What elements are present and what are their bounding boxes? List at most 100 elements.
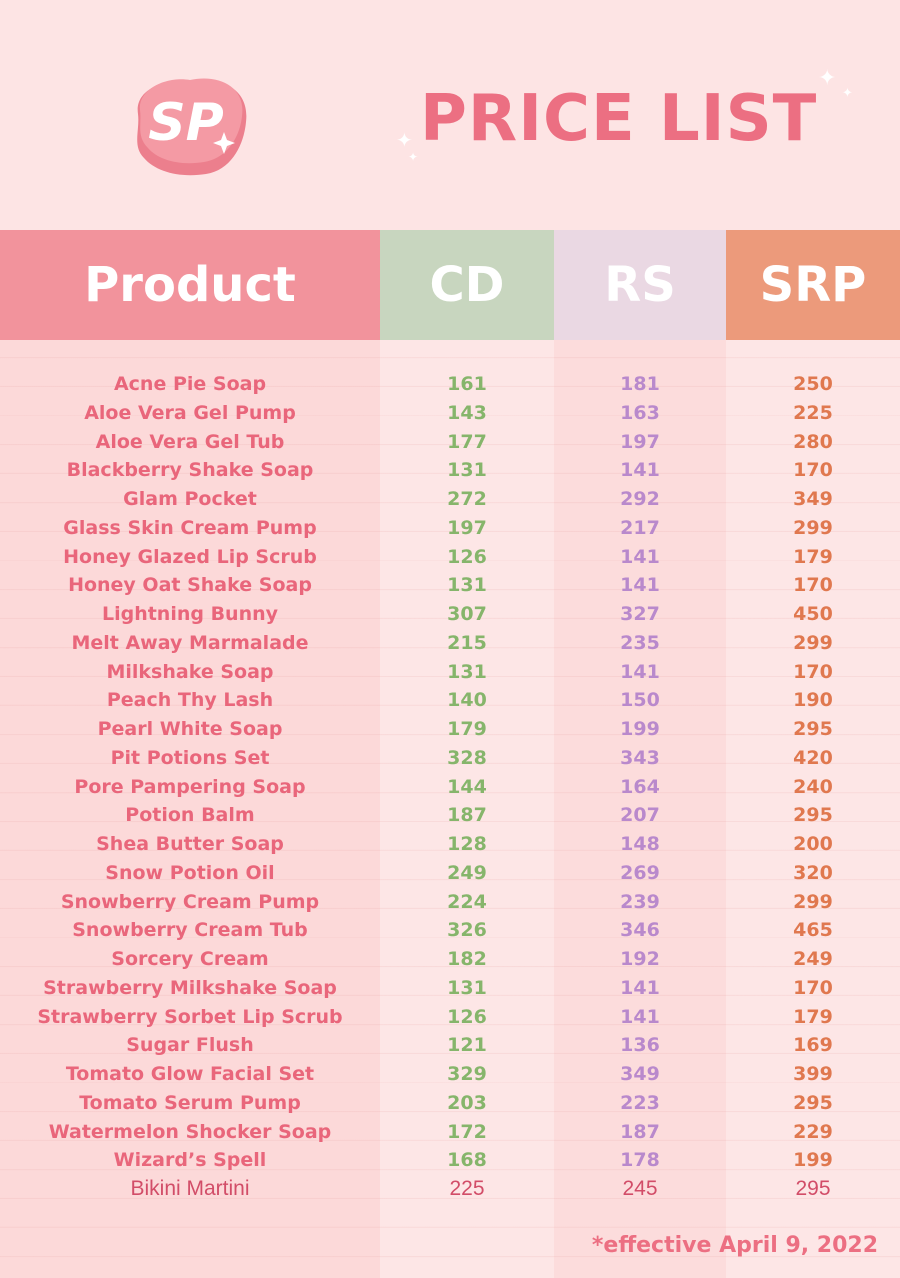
table-row: Honey Glazed Lip Scrub 126 141 179 (0, 543, 900, 572)
table-row: Glam Pocket 272 292 349 (0, 485, 900, 514)
cd-price: 168 (447, 1149, 487, 1172)
product-name: Acne Pie Soap (113, 373, 267, 395)
product-name: Potion Balm (125, 804, 255, 827)
header-srp: SRP (726, 230, 900, 340)
rs-price: 197 (620, 430, 660, 453)
cd-price: 177 (447, 430, 487, 453)
sparkle-icon: ✦ (396, 128, 413, 152)
cd-price: 215 (447, 631, 487, 654)
srp-price: 249 (793, 948, 833, 970)
table-row: Milkshake Soap 131 141 170 (0, 658, 900, 687)
product-name: Melt Away Marmalade (71, 631, 309, 654)
srp-price: 225 (793, 401, 833, 424)
rs-price: 245 (622, 1177, 658, 1200)
cd-price: 225 (449, 1177, 485, 1200)
rs-price: 239 (620, 890, 660, 913)
table-row: Watermelon Shocker Soap 172 187 229 (0, 1118, 900, 1147)
rs-price: 178 (620, 1149, 660, 1172)
cd-price: 128 (447, 833, 487, 855)
product-name: Snowberry Cream Pump (60, 890, 320, 913)
sp-logo: SP (137, 78, 247, 176)
table-row: Pearl White Soap 179 199 295 (0, 715, 900, 744)
product-name: Strawberry Sorbet Lip Scrub (37, 1005, 343, 1028)
srp-price: 170 (793, 459, 833, 482)
table-row: Honey Oat Shake Soap 131 141 170 (0, 571, 900, 600)
rs-price: 343 (620, 746, 660, 769)
table-row: Lightning Bunny 307 327 450 (0, 600, 900, 629)
table-row: Wizard’s Spell 168 178 199 (0, 1146, 900, 1175)
product-name: Snow Potion Oil (105, 861, 275, 884)
srp-price: 299 (793, 890, 833, 913)
srp-price: 450 (793, 603, 833, 625)
rs-price: 141 (620, 574, 660, 597)
table-row: Pit Potions Set 328 343 420 (0, 744, 900, 773)
table-row: Sugar Flush 121 136 169 (0, 1031, 900, 1060)
header-area: SP PRICE LIST ✦ ✦ ✦ ✦ (0, 0, 900, 230)
cd-price: 131 (447, 660, 487, 683)
srp-price: 280 (793, 430, 833, 453)
sparkle-icon: ✦ (842, 86, 853, 101)
product-name: Bikini Martini (130, 1177, 250, 1200)
srp-price: 170 (793, 574, 833, 597)
cd-column-background (380, 340, 554, 1278)
table-row: Snowberry Cream Pump 224 239 299 (0, 888, 900, 917)
srp-price: 190 (793, 689, 833, 712)
table-row: Strawberry Milkshake Soap 131 141 170 (0, 974, 900, 1003)
cd-price: 249 (447, 861, 487, 884)
cd-price: 126 (447, 545, 487, 568)
table-row: Melt Away Marmalade 215 235 299 (0, 629, 900, 658)
rs-price: 207 (620, 804, 660, 827)
table-row: Pore Pampering Soap 144 164 240 (0, 773, 900, 802)
product-name: Lightning Bunny (101, 603, 279, 625)
cd-price: 182 (447, 948, 487, 970)
product-name: Peach Thy Lash (106, 689, 274, 712)
rs-price: 141 (620, 976, 660, 999)
sparkle-icon: ✦ (408, 150, 419, 164)
table-row: Tomato Glow Facial Set 329 349 399 (0, 1060, 900, 1089)
product-name: Shea Butter Soap (96, 833, 284, 855)
logo-text: SP (148, 93, 224, 153)
rs-price: 192 (620, 948, 660, 970)
srp-price: 320 (793, 861, 833, 884)
table-row: Bikini Martini 225 245 295 (0, 1175, 900, 1204)
product-name: Snowberry Cream Tub (72, 919, 308, 942)
product-name: Tomato Glow Facial Set (65, 1063, 315, 1085)
product-name: Strawberry Milkshake Soap (43, 976, 337, 999)
table-row: Potion Balm 187 207 295 (0, 801, 900, 830)
rs-price: 141 (620, 660, 660, 683)
cd-price: 126 (447, 1005, 487, 1028)
table-row: Strawberry Sorbet Lip Scrub 126 141 179 (0, 1003, 900, 1032)
product-name: Sugar Flush (126, 1034, 254, 1057)
rs-price: 235 (620, 631, 660, 654)
srp-price: 250 (793, 373, 833, 395)
srp-price: 399 (793, 1063, 833, 1085)
table-row: Tomato Serum Pump 203 223 295 (0, 1089, 900, 1118)
srp-price: 170 (793, 976, 833, 999)
srp-price: 295 (793, 1091, 833, 1114)
srp-price: 240 (793, 775, 833, 798)
srp-price: 295 (795, 1177, 831, 1200)
cd-price: 307 (447, 603, 487, 625)
cd-price: 328 (447, 746, 487, 769)
rs-price: 223 (620, 1091, 660, 1114)
srp-price: 295 (793, 804, 833, 827)
rs-price: 327 (620, 603, 660, 625)
rs-price: 141 (620, 459, 660, 482)
sparkle-icon: ✦ (818, 66, 837, 91)
rs-price: 141 (620, 545, 660, 568)
product-name: Watermelon Shocker Soap (48, 1120, 332, 1143)
srp-price: 169 (793, 1034, 833, 1057)
rs-price: 217 (620, 516, 660, 539)
header-cd: CD (380, 230, 554, 340)
header-rs: RS (554, 230, 726, 340)
srp-column-background (726, 340, 900, 1278)
cd-price: 203 (447, 1091, 487, 1114)
page-title: PRICE LIST (420, 82, 818, 156)
table-row: Aloe Vera Gel Pump 143 163 225 (0, 399, 900, 428)
cd-price: 140 (447, 689, 487, 712)
price-table-body: Acne Pie Soap 161 181 250 Aloe Vera Gel Pump… (0, 370, 900, 1204)
cd-price: 179 (447, 718, 487, 740)
product-name: Glam Pocket (123, 488, 257, 510)
rs-price: 164 (620, 775, 660, 798)
